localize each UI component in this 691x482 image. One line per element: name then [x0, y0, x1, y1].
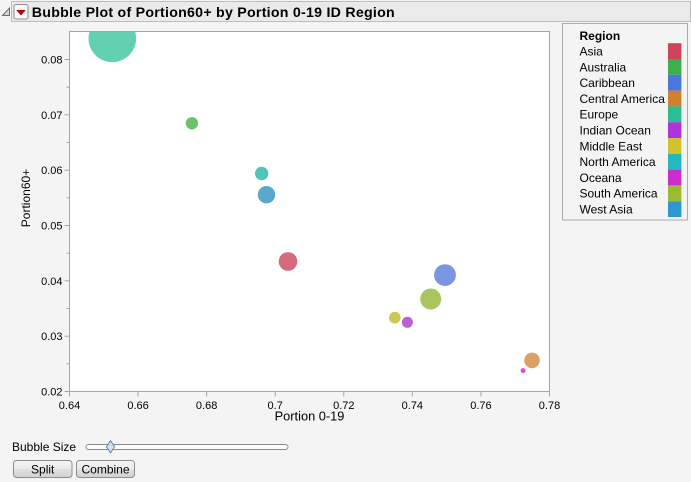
svg-text:Oceana: Oceana [580, 171, 622, 185]
svg-text:Asia: Asia [580, 45, 604, 59]
svg-text:Caribbean: Caribbean [580, 76, 635, 90]
svg-text:Bubble Size: Bubble Size [12, 440, 76, 454]
svg-text:Indian Ocean: Indian Ocean [580, 124, 651, 138]
svg-text:Australia: Australia [580, 60, 627, 74]
svg-text:South America: South America [580, 187, 658, 201]
svg-text:0.04: 0.04 [41, 276, 62, 288]
svg-text:0.68: 0.68 [196, 400, 217, 412]
svg-text:Middle East: Middle East [580, 139, 643, 153]
svg-text:0.02: 0.02 [41, 387, 62, 399]
svg-text:0.64: 0.64 [59, 400, 80, 412]
svg-text:Region: Region [580, 29, 621, 43]
svg-text:0.06: 0.06 [41, 165, 62, 177]
svg-text:Europe: Europe [580, 108, 619, 122]
svg-text:0.72: 0.72 [333, 400, 354, 412]
svg-text:Bubble Plot of Portion60+ by P: Bubble Plot of Portion60+ by Portion 0-1… [32, 5, 395, 21]
svg-text:Combine: Combine [81, 463, 129, 477]
svg-text:0.03: 0.03 [41, 331, 62, 343]
svg-text:North America: North America [580, 155, 656, 169]
svg-text:0.66: 0.66 [127, 400, 148, 412]
svg-text:0.05: 0.05 [41, 221, 62, 233]
svg-text:0.07: 0.07 [41, 110, 62, 122]
svg-text:0.08: 0.08 [41, 55, 62, 67]
svg-text:0.7: 0.7 [268, 400, 283, 412]
svg-text:Portion60+: Portion60+ [19, 169, 33, 227]
svg-text:0.76: 0.76 [470, 400, 491, 412]
svg-text:West Asia: West Asia [580, 203, 633, 217]
svg-text:Central America: Central America [580, 92, 666, 106]
svg-text:Split: Split [31, 463, 55, 477]
svg-text:Portion 0-19: Portion 0-19 [275, 409, 345, 424]
svg-text:0.78: 0.78 [539, 400, 560, 412]
svg-text:0.74: 0.74 [402, 400, 423, 412]
